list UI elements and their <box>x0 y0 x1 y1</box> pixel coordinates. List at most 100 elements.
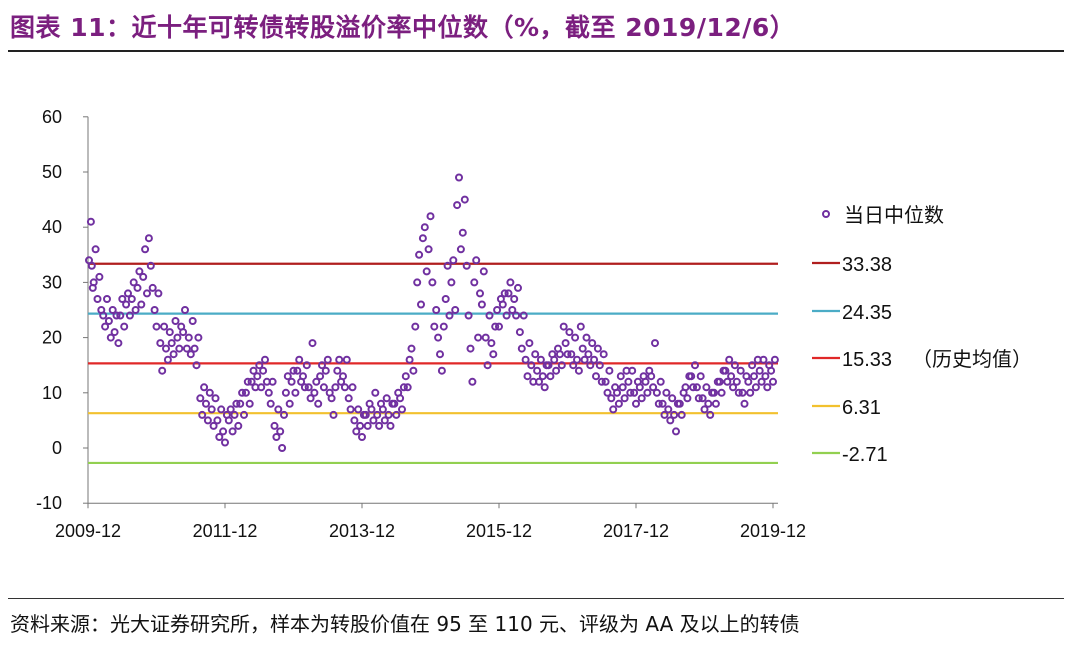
data-point <box>527 361 536 370</box>
data-point <box>314 399 323 408</box>
data-point <box>504 289 513 298</box>
data-point <box>104 317 113 325</box>
data-point <box>207 405 216 414</box>
data-point <box>308 339 317 348</box>
data-point <box>670 410 679 419</box>
data-point <box>498 300 507 309</box>
data-point <box>146 261 155 270</box>
data-point <box>514 283 522 292</box>
data-point <box>441 295 450 303</box>
x-tick-label: 2013-12 <box>329 521 395 541</box>
data-point <box>567 350 576 359</box>
data-point <box>211 394 220 403</box>
data-point <box>455 173 463 182</box>
data-point <box>299 372 307 381</box>
data-point <box>122 300 131 309</box>
data-point <box>637 394 646 403</box>
data-point <box>156 339 165 348</box>
data-point <box>506 278 515 287</box>
data-point <box>181 306 189 314</box>
data-point <box>190 344 199 353</box>
data-point <box>641 377 650 386</box>
data-point <box>700 405 709 414</box>
data-point <box>715 377 724 386</box>
data-point <box>618 383 627 392</box>
data-point <box>578 344 587 353</box>
data-point <box>508 306 517 314</box>
data-point <box>702 383 711 392</box>
data-point <box>607 394 616 403</box>
data-point <box>424 245 433 254</box>
x-tick-label: 2009-12 <box>55 521 121 541</box>
data-point <box>114 339 123 348</box>
data-point <box>487 339 496 348</box>
data-point <box>656 377 665 386</box>
data-point <box>677 410 686 419</box>
data-point <box>375 421 384 430</box>
data-point <box>245 399 254 408</box>
data-point <box>144 234 153 243</box>
data-point <box>755 366 764 375</box>
data-point <box>350 416 359 425</box>
data-point <box>652 388 661 397</box>
data-point <box>750 372 758 381</box>
data-point <box>327 394 336 403</box>
data-point <box>202 399 210 408</box>
data-point <box>339 372 347 381</box>
data-point <box>175 344 184 353</box>
data-point <box>493 306 502 314</box>
data-point <box>692 383 701 392</box>
data-point <box>333 366 342 375</box>
x-tick-label: 2019-12 <box>740 521 806 541</box>
data-point <box>757 377 766 386</box>
data-point <box>291 388 300 397</box>
y-tick-label: 0 <box>52 438 62 458</box>
data-point <box>495 322 503 331</box>
data-point <box>658 399 667 408</box>
data-point <box>300 383 309 392</box>
data-point <box>512 311 521 320</box>
data-point <box>770 355 779 364</box>
data-point <box>546 372 555 381</box>
data-point <box>748 361 757 370</box>
data-point <box>729 383 737 392</box>
data-point <box>118 295 127 303</box>
data-point <box>306 394 315 403</box>
data-point <box>247 377 256 386</box>
data-point <box>460 195 469 204</box>
data-point <box>525 339 534 348</box>
data-point <box>710 388 718 397</box>
legend-note: （历史均值） <box>912 348 1032 371</box>
data-point <box>590 355 599 364</box>
data-point <box>184 333 193 342</box>
data-point <box>270 421 279 430</box>
data-point <box>588 339 597 348</box>
data-point <box>609 405 618 414</box>
data-point <box>302 361 311 370</box>
data-point <box>108 306 117 314</box>
data-point <box>704 399 713 408</box>
data-point <box>413 278 422 287</box>
data-point <box>203 416 212 425</box>
data-point <box>732 377 741 386</box>
data-point <box>601 377 610 386</box>
data-point <box>734 388 743 397</box>
data-point <box>519 311 528 320</box>
data-point <box>272 433 281 441</box>
data-point <box>666 416 675 425</box>
data-point <box>186 350 195 359</box>
data-point <box>367 405 376 414</box>
data-point <box>557 361 566 370</box>
data-point <box>171 317 180 325</box>
data-point <box>717 388 726 397</box>
data-point <box>219 427 228 436</box>
data-point <box>466 344 475 353</box>
data-point <box>643 388 652 397</box>
data-point <box>706 410 715 419</box>
data-point <box>224 416 233 425</box>
data-point <box>371 388 380 397</box>
data-point <box>259 366 268 375</box>
data-point <box>453 201 462 210</box>
data-point <box>158 366 167 375</box>
data-point <box>420 223 429 232</box>
